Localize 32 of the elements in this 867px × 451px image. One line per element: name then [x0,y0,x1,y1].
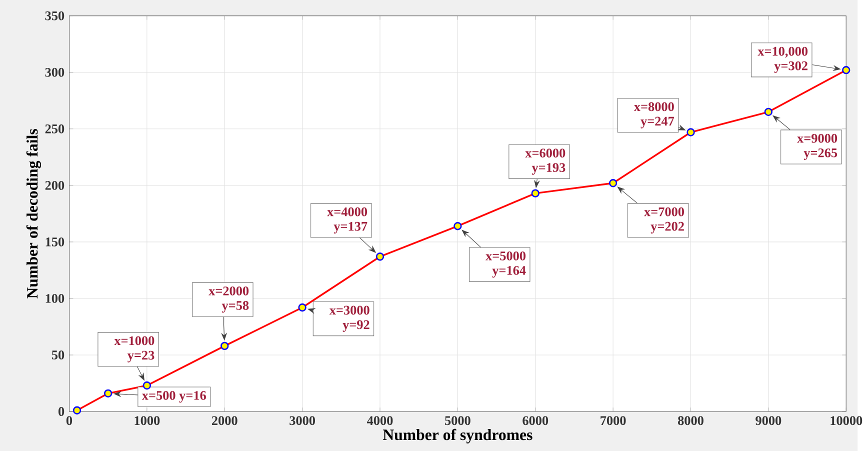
y-tick-label: 250 [45,124,64,134]
x-tick-label: 3000 [290,416,316,426]
y-tick-label: 150 [46,237,64,246]
annotation: x=3000 y=92 [329,306,370,332]
y-tick-label: 350 [45,11,64,20]
y-tick-label: 300 [45,68,64,77]
annotation: x=10,000 y=302 [758,46,808,73]
annotation: x=9000 y=265 [797,134,838,160]
annotation: x=5000 y=164 [486,251,526,278]
annotation: x=500 y=16 [142,390,206,403]
x-tick-label: 0 [66,416,72,426]
x-tick-label: 4000 [366,416,393,426]
annotation: x=7000 y=202 [644,207,684,234]
y-tick-label: 100 [46,294,64,303]
x-tick-label: 6000 [522,416,548,426]
x-tick-label: 8000 [678,416,704,426]
x-tick-label: 2000 [212,416,238,426]
x-tick-label: 10000 [830,416,862,426]
y-tick-label: 50 [52,350,64,360]
annotation: x=2000 y=58 [208,286,249,313]
x-tick-label: 7000 [600,416,626,426]
y-tick-label: 0 [58,407,64,416]
x-tick-label: 9000 [756,416,782,426]
annotation: x=4000 y=137 [327,207,368,234]
y-axis-title: Number of decoding fails [26,128,42,298]
annotation: x=8000 y=247 [634,102,674,128]
y-tick-label: 200 [45,180,64,190]
x-tick-label: 5000 [445,416,470,426]
annotation: x=1000 y=23 [114,336,154,362]
x-axis-title: Number of syndromes [382,428,532,444]
annotation: x=6000 y=193 [525,148,566,175]
x-tick-label: 1000 [134,416,160,426]
